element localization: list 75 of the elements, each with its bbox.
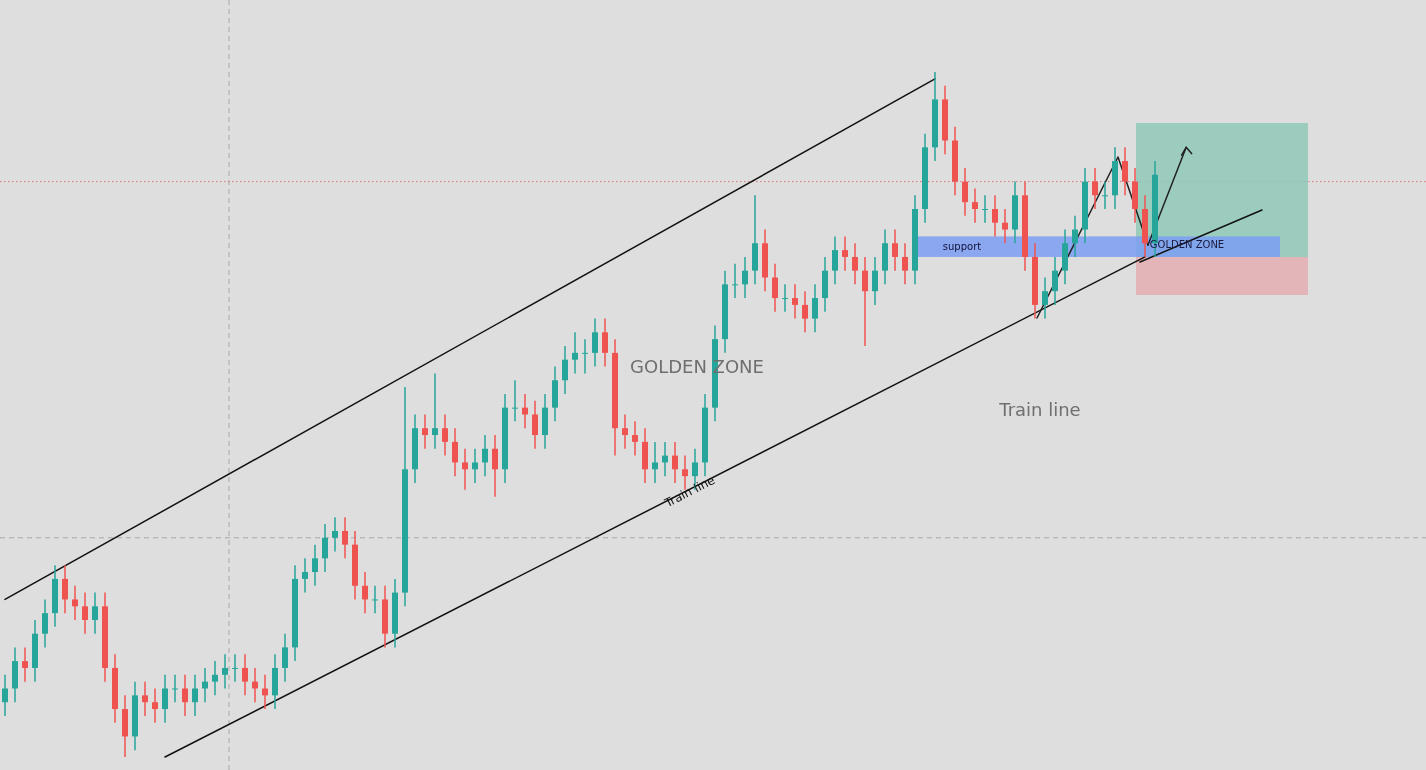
candlestick: [152, 687, 158, 724]
candlestick: [1092, 167, 1098, 210]
candlestick: [682, 454, 688, 491]
candlestick: [772, 263, 778, 313]
candlestick: [902, 242, 908, 286]
candlestick: [602, 317, 608, 368]
candlestick: [42, 598, 48, 649]
candlestick: [792, 283, 798, 320]
candlestick: [992, 194, 998, 238]
candlestick: [212, 660, 218, 697]
candlestick: [432, 372, 438, 450]
candlestick: [622, 413, 628, 450]
candlestick: [282, 632, 288, 683]
candlestick: [482, 434, 488, 477]
candlestick: [182, 674, 188, 717]
candlestick: [302, 557, 308, 594]
candlestick: [832, 235, 838, 286]
candlestick: [562, 345, 568, 395]
candlestick: [192, 674, 198, 717]
candlestick: [732, 263, 738, 299]
candlestick: [172, 674, 178, 703]
candlestick: [592, 317, 598, 368]
candlestick: [232, 653, 238, 683]
candlestick: [222, 653, 228, 690]
candlestick: [162, 674, 168, 724]
candlestick: [652, 441, 658, 484]
candlestick: [142, 680, 148, 717]
candlestick: [852, 242, 858, 286]
candlestick: [342, 516, 348, 560]
candlestick: [372, 585, 378, 614]
candlestick: [842, 235, 848, 272]
candlestick: [522, 393, 528, 429]
candlestick: [1002, 208, 1008, 244]
candlestick: [632, 420, 638, 457]
candlestick: [492, 434, 498, 498]
candlestick: [582, 338, 588, 375]
candlestick: [982, 194, 988, 224]
candlestick: [1042, 276, 1048, 320]
candlestick: [962, 167, 968, 217]
candlestick: [362, 571, 368, 614]
candlestick: [1102, 180, 1108, 210]
annotation: Train line: [998, 399, 1081, 420]
candlestick: [22, 646, 28, 683]
candlestick: [802, 290, 808, 334]
candlestick: [892, 228, 898, 272]
candlestick: [252, 667, 258, 703]
candlestick: [742, 256, 748, 299]
candlestick: [1122, 146, 1128, 197]
candlestick: [442, 413, 448, 457]
candlestick: [1052, 256, 1058, 306]
candlestick: [782, 283, 788, 313]
candlestick: [452, 427, 458, 477]
candlestick: [812, 283, 818, 334]
candlestick: [242, 653, 248, 697]
candlestick: [422, 413, 428, 450]
candlestick: [872, 256, 878, 306]
candlestick: [62, 564, 68, 614]
candlestick: [82, 591, 88, 635]
candlestick: [672, 441, 678, 484]
candlestick: [92, 591, 98, 635]
candlestick: [472, 448, 478, 484]
band-label: support: [942, 241, 982, 253]
candlestick: [1072, 215, 1078, 258]
candlestick: [322, 523, 328, 573]
candlestick: [532, 400, 538, 450]
candlestick: [2, 674, 8, 717]
candlestick: [972, 187, 978, 224]
candlestick: [572, 331, 578, 375]
candlestick: [462, 448, 468, 491]
candlestick: [202, 667, 208, 703]
candlestick: [512, 379, 518, 423]
candlestick: [862, 256, 868, 347]
candlestick: [312, 543, 318, 587]
candlestick: [332, 516, 338, 553]
candlestick: [72, 585, 78, 621]
